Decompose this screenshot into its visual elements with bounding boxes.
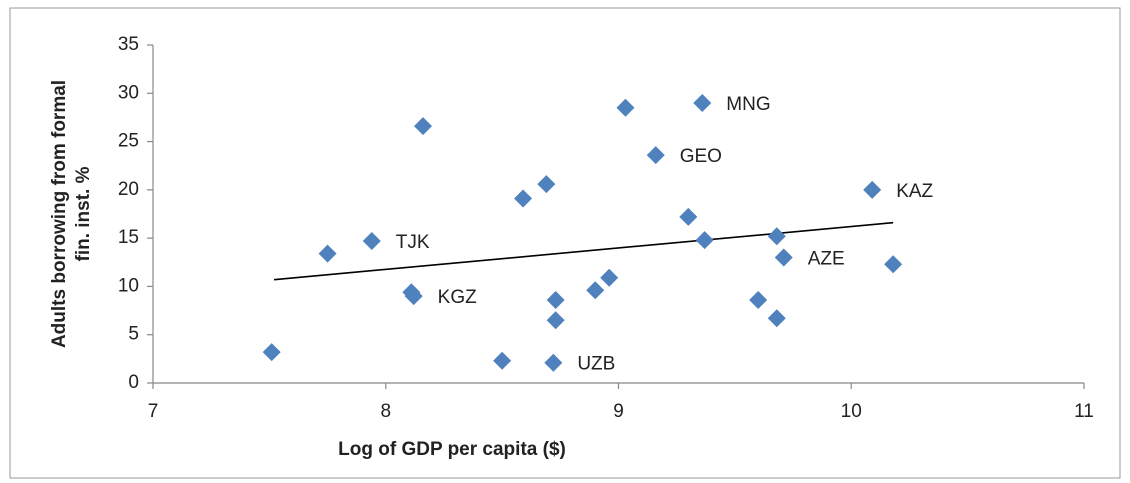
point-label: MNG [726, 94, 770, 115]
point [600, 268, 619, 287]
point-label: TJK [396, 232, 430, 253]
point [514, 189, 533, 208]
point [693, 93, 712, 112]
y-tick-label: 20 [118, 179, 139, 200]
point [646, 146, 665, 165]
point [262, 343, 281, 362]
point [616, 98, 635, 117]
point [767, 309, 786, 328]
y-tick-label: 25 [118, 131, 139, 152]
y-tick-label: 5 [128, 324, 139, 345]
point [586, 281, 605, 300]
point [493, 351, 512, 370]
point [546, 311, 565, 330]
point [679, 207, 698, 226]
y-tick-label: 0 [128, 372, 139, 393]
x-axis-label: Log of GDP per capita ($) [338, 439, 566, 460]
point [318, 244, 337, 263]
point-label: AZE [808, 248, 845, 269]
point [695, 231, 714, 250]
point-label: KAZ [896, 181, 933, 202]
point [774, 248, 793, 267]
y-tick-label: 35 [118, 34, 139, 55]
y-axis-label: Adults borrowing from formal [49, 80, 70, 348]
point [544, 353, 563, 372]
trend-line [273, 221, 894, 281]
point [413, 117, 432, 136]
point [749, 290, 768, 309]
point [884, 255, 903, 274]
point-label: GEO [680, 146, 722, 167]
chart-frame [9, 7, 1121, 479]
y-tick-label: 30 [118, 82, 139, 103]
x-tick-label: 9 [613, 401, 624, 422]
y-axis-label: fin. inst. % [73, 166, 94, 261]
point-label: KGZ [438, 287, 477, 308]
y-tick-label: 15 [118, 227, 139, 248]
x-tick-label: 11 [1074, 401, 1094, 422]
point [767, 227, 786, 246]
point [546, 290, 565, 309]
x-tick-label: 10 [841, 401, 862, 422]
x-tick-label: 7 [148, 401, 159, 422]
point [362, 232, 381, 251]
point [863, 180, 882, 199]
point [404, 287, 423, 306]
x-tick-label: 8 [380, 401, 391, 422]
y-tick-label: 10 [118, 275, 139, 296]
point-label: UZB [577, 354, 615, 375]
point [537, 175, 556, 194]
